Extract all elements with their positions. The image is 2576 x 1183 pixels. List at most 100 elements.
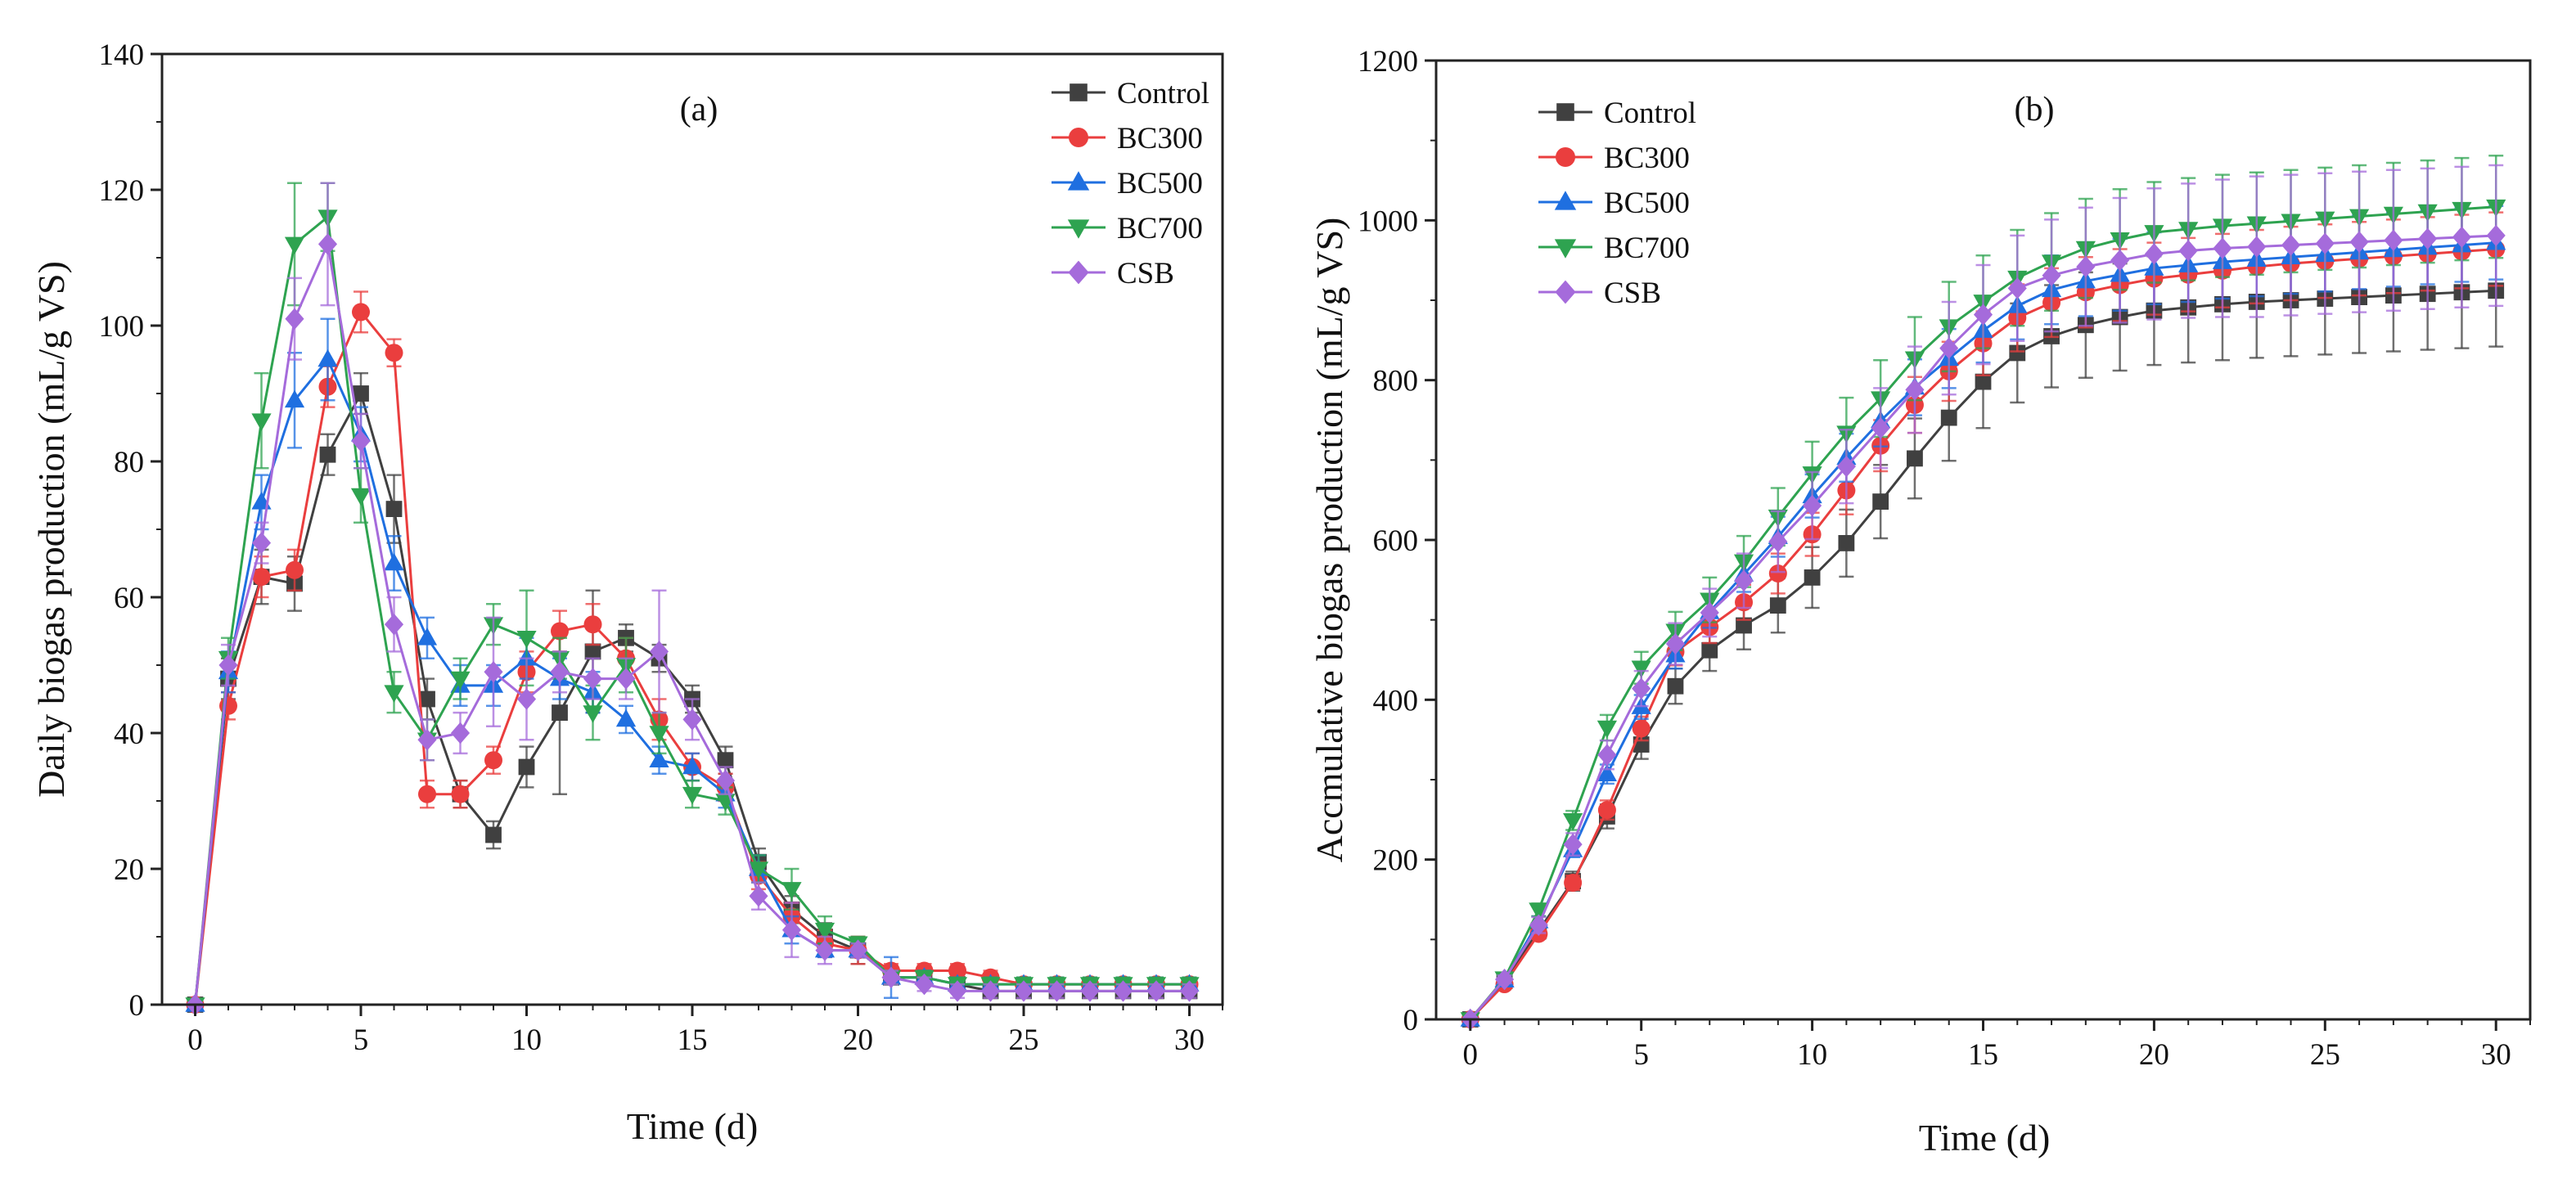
data-point — [516, 688, 537, 710]
legend-label: BC300 — [1117, 122, 1203, 155]
data-point — [748, 861, 769, 879]
legend-marker — [1067, 219, 1090, 239]
series-layer — [1460, 154, 2506, 1031]
y-tick-label: 120 — [99, 174, 145, 208]
series-line — [194, 214, 1190, 1005]
legend-item: BC300 — [1052, 122, 1203, 155]
data-point — [583, 615, 602, 634]
legend-item: Control — [1052, 77, 1209, 110]
data-point — [2042, 264, 2061, 286]
series-bc300 — [186, 290, 1199, 1014]
data-point — [682, 756, 703, 775]
y-tick-label: 1000 — [1358, 205, 1418, 238]
accumulative-biogas-panel: 0 5 10 15 20 25 30 0 200 400 600 800 1000 1200 (b) T… — [1308, 45, 2532, 1158]
data-point — [2418, 227, 2438, 250]
x-axis-title: Time (d) — [627, 1105, 759, 1147]
legend-label: Control — [1604, 97, 1696, 130]
legend-label: BC500 — [1604, 187, 1690, 220]
data-point — [218, 654, 238, 677]
x-tick-label: 10 — [511, 1023, 542, 1057]
series-line — [194, 357, 1190, 1005]
series-line — [194, 309, 1190, 1005]
plot-frame — [160, 52, 1224, 1006]
data-point — [749, 885, 768, 907]
data-point — [1014, 980, 1034, 1002]
legend-marker — [1070, 83, 1088, 101]
data-point — [251, 413, 272, 431]
data-point — [814, 922, 835, 941]
legend-marker — [1067, 171, 1090, 191]
legend-marker — [1554, 239, 1577, 259]
data-point — [2452, 226, 2471, 249]
data-point — [1975, 373, 1992, 390]
data-point — [485, 826, 502, 843]
data-point — [649, 641, 669, 663]
data-point — [1179, 980, 1200, 1002]
data-point — [1907, 450, 1923, 467]
x-tick-label: 30 — [2481, 1038, 2511, 1072]
legend-item: BC300 — [1538, 142, 1690, 175]
x-axis: 0 5 10 15 20 25 30 — [1463, 1019, 2531, 1072]
legend: Control BC300 BC500 BC700 CSB — [1538, 97, 1696, 310]
data-point — [616, 668, 636, 690]
x-tick-label: 0 — [187, 1023, 203, 1057]
data-point — [781, 919, 802, 941]
data-point — [1146, 980, 1166, 1002]
data-point — [285, 308, 304, 330]
x-tick-label: 10 — [1797, 1038, 1827, 1072]
y-tick-label: 40 — [114, 717, 144, 751]
data-point — [1597, 744, 1617, 766]
data-point — [881, 966, 901, 988]
data-point — [518, 758, 535, 776]
data-point — [1667, 677, 1684, 695]
data-point — [1632, 719, 1651, 738]
y-tick-label: 20 — [114, 853, 144, 887]
data-point — [1080, 980, 1100, 1002]
data-point — [450, 722, 471, 744]
data-point — [385, 344, 403, 362]
plot-frame — [1434, 59, 2532, 1021]
data-point — [2110, 249, 2130, 272]
data-point — [2007, 277, 2027, 299]
legend-marker — [1069, 128, 1088, 147]
series-control — [187, 371, 1198, 1013]
legend-marker — [1556, 147, 1575, 167]
panel-label: (a) — [680, 91, 718, 128]
data-point — [1529, 914, 1548, 936]
data-point — [516, 631, 537, 649]
data-point — [1939, 337, 1959, 359]
data-point — [352, 303, 370, 322]
data-point — [353, 385, 369, 402]
data-point — [914, 973, 934, 996]
x-tick-label: 0 — [1463, 1038, 1479, 1072]
data-point — [2076, 255, 2096, 278]
x-axis-title: Time (d) — [1919, 1117, 2051, 1158]
data-point — [350, 488, 372, 506]
data-point — [1838, 535, 1855, 551]
legend-item: Control — [1538, 97, 1696, 130]
data-point — [1596, 720, 1618, 739]
x-tick-label: 5 — [1633, 1038, 1649, 1072]
data-point — [682, 708, 702, 731]
data-point — [317, 233, 338, 255]
legend-marker — [1555, 280, 1576, 304]
data-point — [1113, 980, 1133, 1002]
data-point — [450, 671, 471, 690]
data-point — [649, 749, 669, 767]
data-point — [2247, 236, 2267, 258]
data-point — [451, 785, 470, 803]
y-tick-label: 600 — [1373, 524, 1419, 558]
series-layer — [185, 182, 1200, 1016]
data-point — [848, 939, 868, 961]
data-point — [1872, 493, 1889, 511]
y-tick-label: 1200 — [1358, 45, 1418, 79]
data-point — [1803, 494, 1822, 517]
x-axis: 0 5 10 15 20 25 30 — [187, 1005, 1223, 1057]
legend-label: BC700 — [1604, 232, 1690, 265]
data-point — [1768, 530, 1788, 553]
data-point — [2486, 224, 2506, 247]
daily-biogas-panel: 0 5 10 15 20 25 30 0 20 40 60 80 100 120 140 (a) Time… — [30, 38, 1224, 1147]
legend-label: CSB — [1117, 257, 1174, 290]
data-point — [1700, 601, 1719, 624]
legend-item: BC500 — [1538, 187, 1690, 220]
